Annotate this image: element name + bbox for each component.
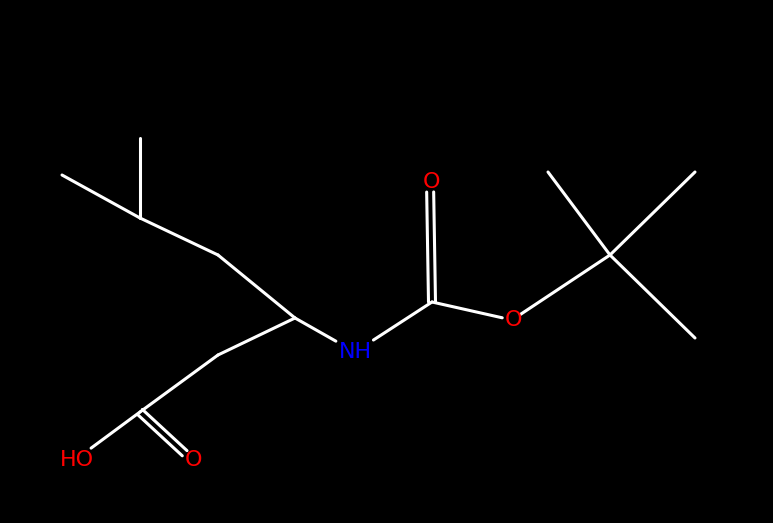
Text: NH: NH [339,342,372,362]
Text: O: O [424,172,441,192]
Text: O: O [186,450,203,470]
Text: HO: HO [60,450,94,470]
Text: O: O [506,310,523,330]
